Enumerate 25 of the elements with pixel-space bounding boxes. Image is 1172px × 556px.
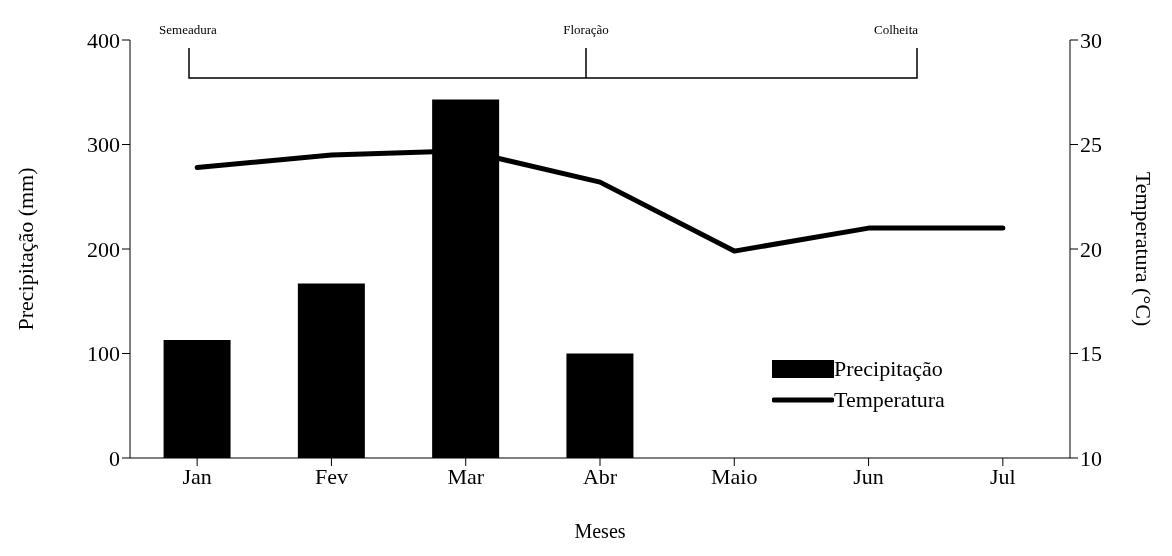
y-tick-label: 400 bbox=[87, 27, 120, 53]
x-tick-label: Jul bbox=[990, 463, 1016, 489]
x-tick-label: Fev bbox=[314, 463, 348, 489]
y2-axis-title: Temperatura (°C) bbox=[1131, 171, 1157, 327]
y-tick-label: 300 bbox=[87, 132, 120, 158]
y2-tick-label: 30 bbox=[1080, 27, 1102, 53]
x-tick-label: Jan bbox=[182, 463, 212, 489]
y2-tick-label: 20 bbox=[1080, 236, 1102, 262]
legend-label: Precipitação bbox=[834, 355, 943, 382]
x-tick-label: Maio bbox=[711, 463, 758, 489]
y2-tick-label: 15 bbox=[1080, 341, 1102, 367]
text: Semeadura bbox=[159, 22, 217, 38]
y-tick-label: 200 bbox=[87, 236, 120, 262]
x-tick-label: Jun bbox=[853, 463, 884, 489]
x-axis-title: Meses bbox=[574, 520, 626, 542]
text: Colheita bbox=[873, 22, 919, 38]
y-tick-label: 100 bbox=[87, 341, 120, 367]
legend-label: Temperatura bbox=[834, 386, 945, 413]
x-tick-label: Mar bbox=[447, 463, 485, 489]
text: Floração bbox=[563, 22, 609, 38]
y2-tick-label: 25 bbox=[1080, 132, 1102, 158]
x-tick-label: Abr bbox=[582, 463, 618, 489]
y2-tick-label: 10 bbox=[1080, 445, 1102, 471]
y-tick-label: 0 bbox=[109, 445, 120, 471]
y-axis-title: Precipitação (mm) bbox=[12, 167, 38, 331]
